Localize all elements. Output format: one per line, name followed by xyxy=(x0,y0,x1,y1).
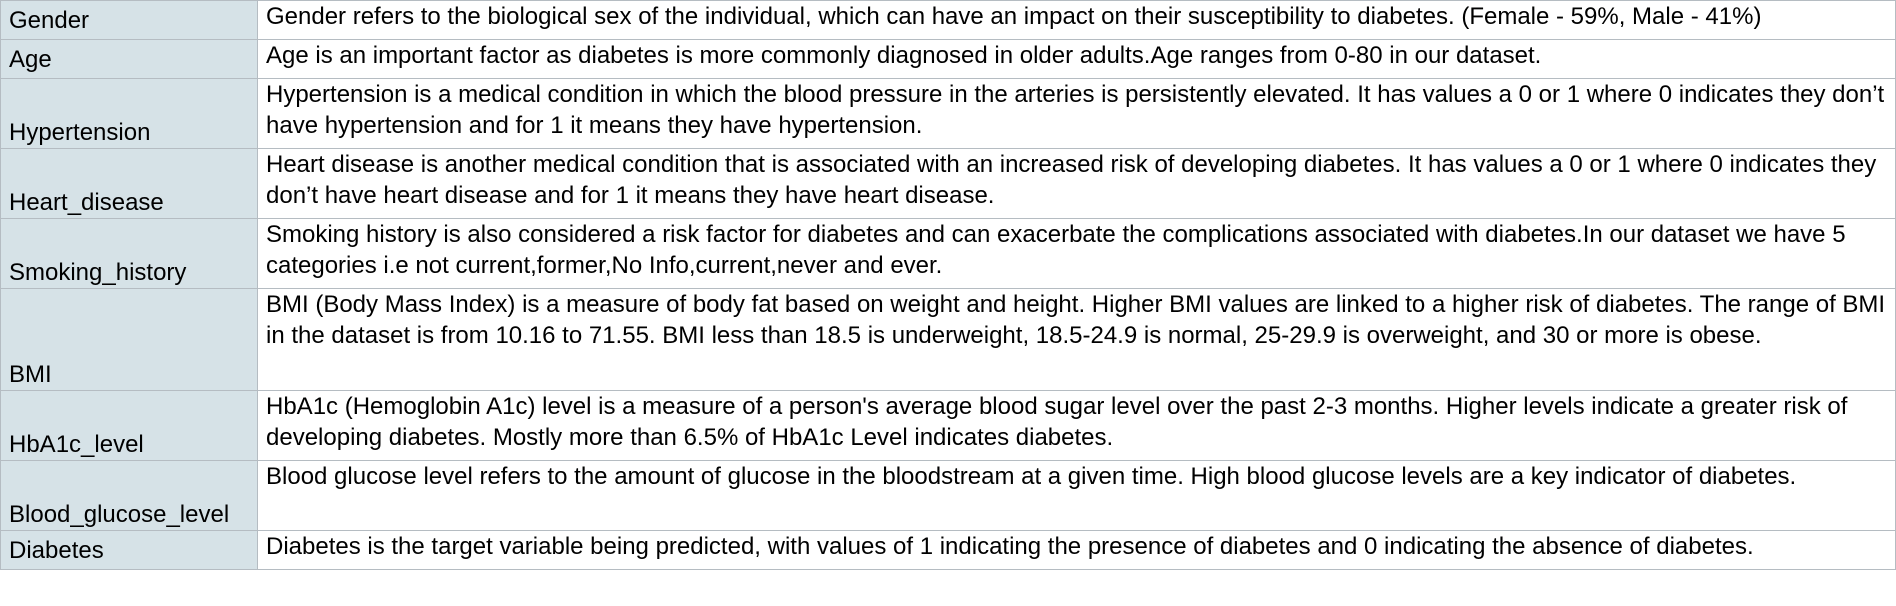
feature-name-cell[interactable]: Diabetes xyxy=(0,530,258,570)
feature-name-cell[interactable]: Gender xyxy=(0,0,258,40)
feature-description-cell[interactable]: HbA1c (Hemoglobin A1c) level is a measur… xyxy=(257,390,1896,461)
table-row: BMI BMI (Body Mass Index) is a measure o… xyxy=(0,288,1896,391)
table-row: Smoking_history Smoking history is also … xyxy=(0,218,1896,289)
feature-description-cell[interactable]: Gender refers to the biological sex of t… xyxy=(257,0,1896,40)
feature-name-cell[interactable]: Heart_disease xyxy=(0,148,258,219)
table-row: Age Age is an important factor as diabet… xyxy=(0,39,1896,79)
feature-description-cell[interactable]: Age is an important factor as diabetes i… xyxy=(257,39,1896,79)
feature-description-cell[interactable]: Hypertension is a medical condition in w… xyxy=(257,78,1896,149)
feature-name-cell[interactable]: Hypertension xyxy=(0,78,258,149)
feature-description-cell[interactable]: Heart disease is another medical conditi… xyxy=(257,148,1896,219)
feature-description-table: Gender Gender refers to the biological s… xyxy=(0,0,1896,570)
table-row: Blood_glucose_level Blood glucose level … xyxy=(0,460,1896,531)
feature-description-cell[interactable]: Blood glucose level refers to the amount… xyxy=(257,460,1896,531)
feature-name-cell[interactable]: Smoking_history xyxy=(0,218,258,289)
table-row: Diabetes Diabetes is the target variable… xyxy=(0,530,1896,570)
feature-description-cell[interactable]: BMI (Body Mass Index) is a measure of bo… xyxy=(257,288,1896,391)
table-row: HbA1c_level HbA1c (Hemoglobin A1c) level… xyxy=(0,390,1896,461)
feature-name-cell[interactable]: BMI xyxy=(0,288,258,391)
feature-name-cell[interactable]: Age xyxy=(0,39,258,79)
feature-name-cell[interactable]: HbA1c_level xyxy=(0,390,258,461)
feature-description-cell[interactable]: Smoking history is also considered a ris… xyxy=(257,218,1896,289)
feature-description-cell[interactable]: Diabetes is the target variable being pr… xyxy=(257,530,1896,570)
table-row: Heart_disease Heart disease is another m… xyxy=(0,148,1896,219)
table-row: Gender Gender refers to the biological s… xyxy=(0,0,1896,40)
feature-name-cell[interactable]: Blood_glucose_level xyxy=(0,460,258,531)
table-row: Hypertension Hypertension is a medical c… xyxy=(0,78,1896,149)
